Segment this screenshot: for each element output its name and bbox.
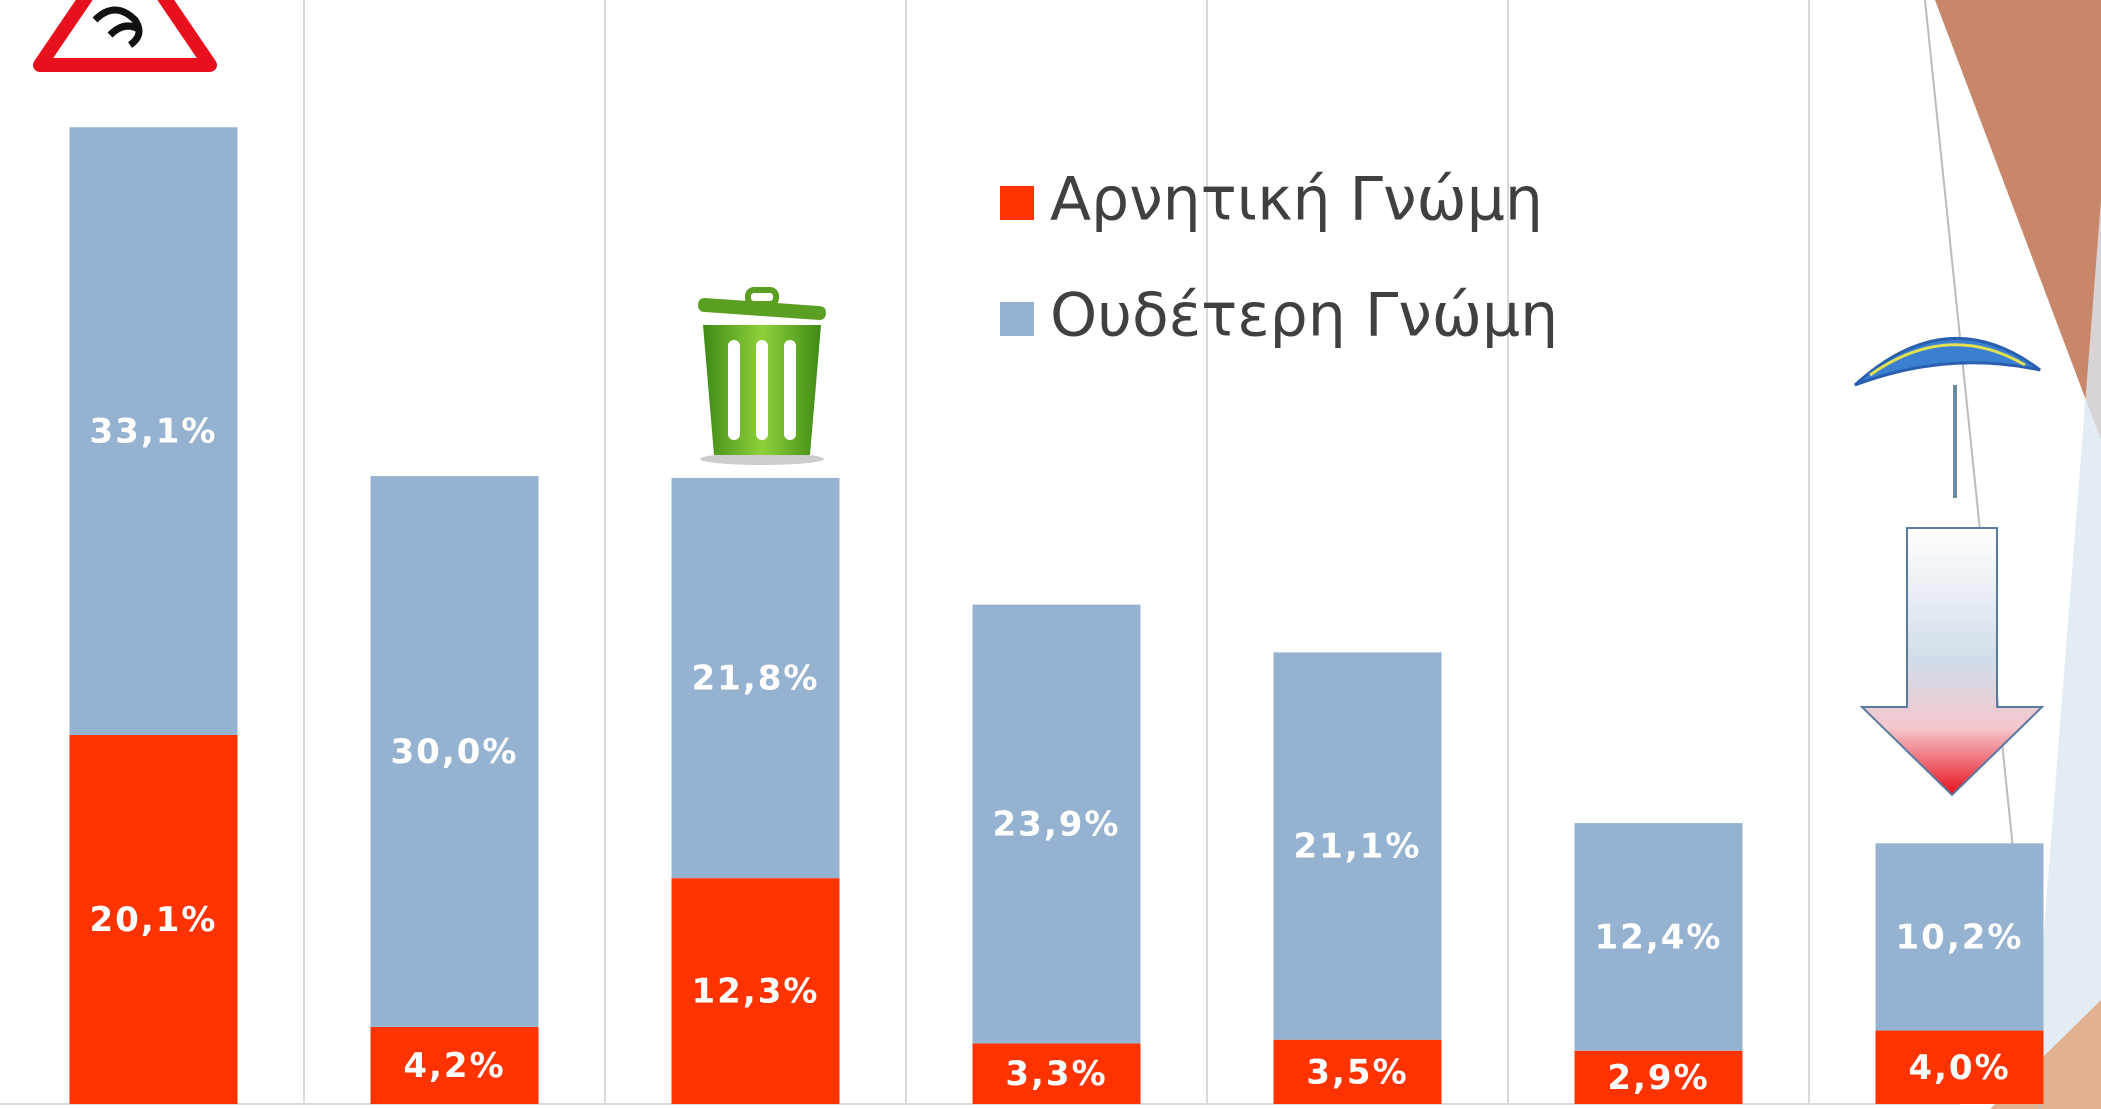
legend-label: Ουδέτερη Γνώμη: [1050, 281, 1558, 351]
value-label: 33,1%: [90, 412, 218, 452]
legend-swatch: [1000, 186, 1034, 220]
umbrella-icon: [1855, 338, 2040, 498]
value-label: 4,0%: [1908, 1048, 2010, 1088]
value-label: 3,5%: [1306, 1052, 1408, 1092]
value-label: 21,1%: [1294, 827, 1422, 867]
value-label: 20,1%: [90, 900, 218, 940]
value-label: 3,3%: [1005, 1054, 1107, 1094]
road-sign-icon: [40, 0, 210, 65]
value-label: 23,9%: [993, 805, 1121, 845]
value-label: 10,2%: [1896, 917, 2024, 957]
legend-swatch: [1000, 302, 1034, 336]
value-label: 4,2%: [403, 1046, 505, 1086]
value-label: 12,4%: [1595, 917, 1723, 957]
chart: 20,1% 33,1% 4,2% 30,0% 12,3% 21,8% 3,3% 23,9% 3,…: [0, 0, 2101, 1109]
value-label: 2,9%: [1607, 1058, 1709, 1098]
down-arrow: [1862, 528, 2042, 795]
value-label: 30,0%: [391, 732, 519, 772]
legend-label: Αρνητική Γνώμη: [1050, 165, 1543, 235]
value-label: 21,8%: [692, 659, 820, 699]
trash-icon: [698, 290, 827, 465]
value-label: 12,3%: [692, 972, 820, 1012]
